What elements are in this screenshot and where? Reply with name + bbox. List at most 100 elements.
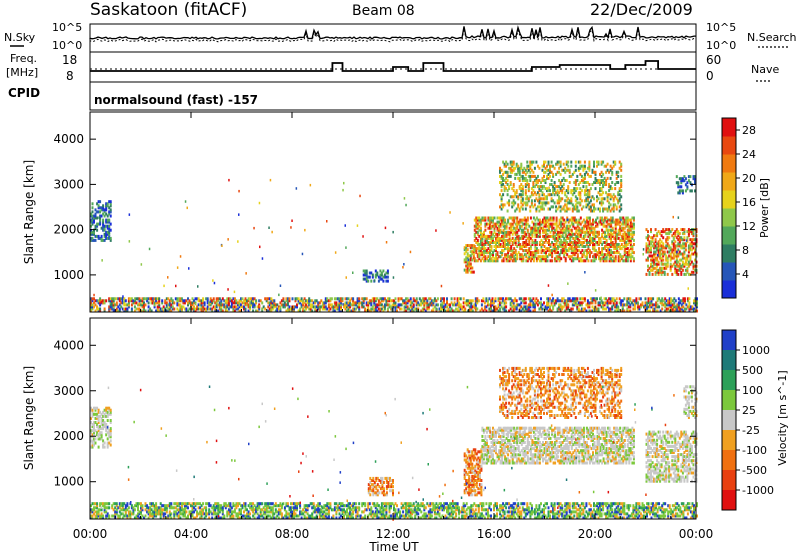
power-cell bbox=[495, 245, 497, 248]
velocity-cell bbox=[200, 508, 203, 512]
power-cell bbox=[338, 309, 341, 313]
power-cell bbox=[582, 185, 585, 189]
power-cell bbox=[675, 260, 678, 264]
power-cell bbox=[596, 251, 599, 255]
power-cell bbox=[619, 255, 622, 259]
power-cell bbox=[335, 305, 338, 309]
power-cell bbox=[529, 309, 532, 313]
power-cell bbox=[241, 297, 244, 301]
power-cell bbox=[179, 303, 182, 307]
power-cell bbox=[288, 307, 291, 311]
power-cell bbox=[541, 168, 544, 172]
power-cell bbox=[569, 236, 572, 239]
power-cell bbox=[548, 234, 550, 238]
power-cell bbox=[479, 228, 482, 232]
power-cell bbox=[393, 303, 395, 307]
power-cell bbox=[686, 305, 689, 309]
power-cell bbox=[542, 243, 544, 246]
power-cell bbox=[129, 297, 132, 301]
power-cell bbox=[588, 251, 591, 255]
power-cell bbox=[688, 297, 691, 301]
power-cell bbox=[576, 297, 579, 301]
power-cell bbox=[526, 218, 529, 222]
power-cell bbox=[473, 259, 476, 263]
power-cell bbox=[374, 297, 377, 301]
power-cell bbox=[537, 251, 540, 255]
power-cell bbox=[569, 257, 572, 261]
power-cell bbox=[373, 303, 376, 307]
power-cell bbox=[552, 299, 555, 303]
power-cell bbox=[459, 305, 462, 309]
power-cell bbox=[308, 307, 311, 311]
power-cell bbox=[523, 241, 526, 244]
velocity-cell bbox=[155, 514, 158, 518]
power-cell bbox=[671, 299, 674, 303]
power-cell bbox=[563, 247, 566, 251]
power-cell bbox=[197, 285, 199, 288]
power-cell bbox=[594, 297, 597, 301]
power-cell bbox=[557, 257, 560, 261]
power-cell bbox=[632, 259, 635, 263]
power-cell bbox=[93, 232, 95, 236]
power-cell bbox=[660, 272, 663, 276]
power-cell bbox=[689, 258, 692, 262]
velocity-cell bbox=[182, 514, 185, 518]
power-cell bbox=[650, 305, 653, 309]
power-cell bbox=[547, 207, 550, 211]
power-cell bbox=[571, 193, 574, 197]
power-cell bbox=[579, 216, 582, 220]
power-cell bbox=[500, 176, 503, 180]
power-cell bbox=[657, 248, 660, 252]
power-cell bbox=[141, 301, 144, 305]
power-cell bbox=[495, 236, 497, 240]
power-cell bbox=[616, 247, 619, 251]
power-cell bbox=[423, 305, 426, 309]
power-cell bbox=[126, 303, 129, 307]
power-cell bbox=[533, 199, 536, 203]
power-cell bbox=[499, 170, 501, 174]
power-cell bbox=[652, 309, 655, 313]
power-cell bbox=[557, 236, 560, 240]
power-cell bbox=[532, 251, 535, 255]
power-cell bbox=[627, 305, 630, 309]
power-cell bbox=[535, 226, 538, 230]
power-cell bbox=[622, 245, 625, 248]
power-cell bbox=[601, 249, 604, 253]
power-cell bbox=[103, 210, 106, 214]
velocity-cell bbox=[164, 504, 167, 508]
power-cell bbox=[535, 209, 538, 213]
power-cell bbox=[502, 243, 505, 246]
power-cell bbox=[492, 253, 494, 257]
velocity-cell bbox=[140, 508, 142, 512]
power-cell bbox=[591, 183, 594, 186]
velocity-cell bbox=[129, 512, 132, 516]
power-cell bbox=[268, 309, 271, 313]
power-cell bbox=[516, 230, 519, 234]
power-cell bbox=[529, 299, 532, 303]
power-cell bbox=[105, 204, 108, 208]
velocity-cell bbox=[226, 504, 229, 508]
power-cell bbox=[677, 309, 680, 313]
power-cell bbox=[610, 224, 613, 228]
power-cell bbox=[362, 297, 365, 301]
power-cell bbox=[558, 307, 561, 311]
power-cell bbox=[559, 209, 562, 213]
velocity-cell bbox=[111, 504, 114, 508]
power-cell bbox=[482, 251, 485, 255]
power-cell bbox=[660, 270, 663, 274]
power-cell bbox=[143, 297, 145, 301]
power-cell bbox=[686, 258, 689, 262]
power-cell bbox=[323, 301, 326, 305]
power-cell bbox=[576, 243, 579, 246]
velocity-cell bbox=[144, 504, 147, 508]
power-cell bbox=[563, 236, 566, 240]
power-cell bbox=[500, 168, 503, 172]
power-cell bbox=[612, 209, 615, 213]
velocity-cell bbox=[91, 502, 94, 506]
velocity-cell bbox=[177, 510, 180, 514]
power-cell bbox=[513, 255, 516, 259]
power-cell bbox=[190, 303, 192, 307]
power-cell bbox=[478, 228, 481, 232]
power-cell bbox=[694, 264, 696, 268]
power-cell bbox=[368, 275, 371, 279]
